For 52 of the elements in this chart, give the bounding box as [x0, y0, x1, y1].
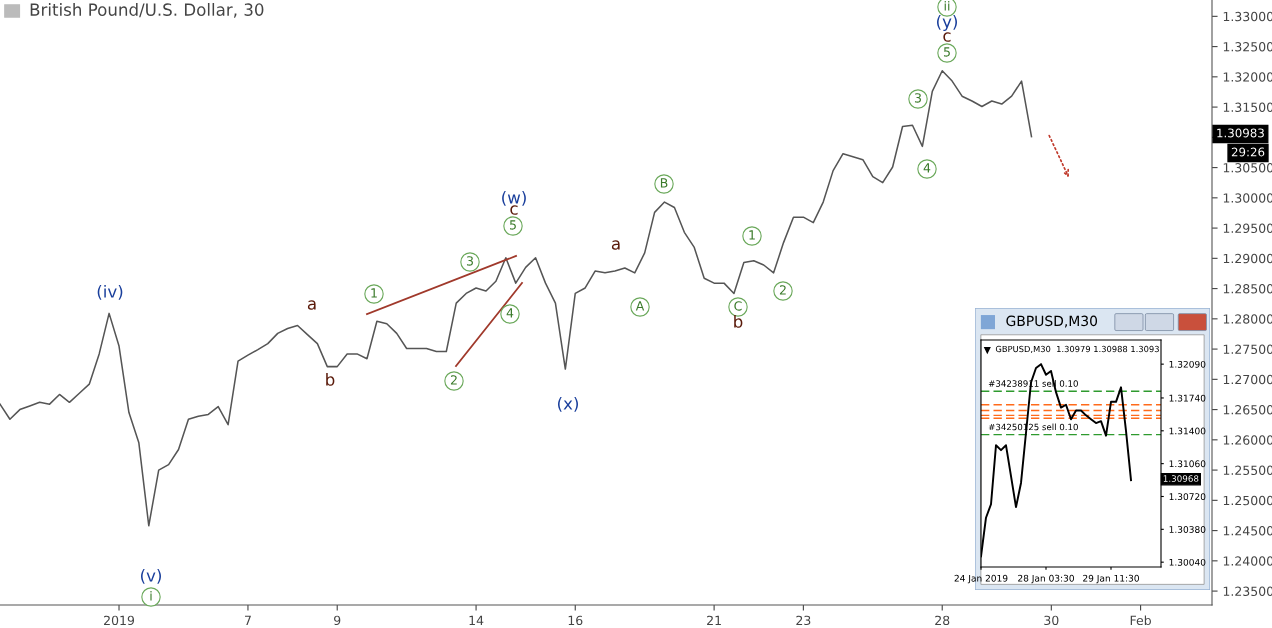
y-tick-label: 1.31400 [1169, 427, 1206, 435]
x-tick-label: 21 [707, 615, 721, 625]
x-tick-label: 28 [935, 615, 950, 626]
annotation: A [635, 301, 645, 311]
annotation: 2 [779, 285, 786, 295]
annotation: (y) [937, 14, 957, 32]
x-tick-label: Feb [1130, 615, 1151, 626]
annotation: 4 [506, 308, 514, 318]
annotation: 4 [923, 163, 931, 173]
x-tick-label: 23 [796, 615, 811, 626]
annotation: (w) [502, 190, 526, 206]
annotation: 3 [466, 256, 473, 266]
x-tick-label: 24 Jan 2019 [954, 574, 1008, 584]
x-tick-label: 9 [334, 615, 341, 626]
y-tick-label: 1.31060 [1169, 460, 1206, 468]
x-tick-label: 2019 [104, 615, 135, 626]
x-tick-label: 14 [469, 615, 484, 625]
annotation: 1 [371, 288, 377, 298]
annotation: 5 [509, 220, 516, 230]
text: 1.30983 [1217, 128, 1264, 138]
x-tick-label: 7 [245, 615, 251, 625]
y-tick-label: 1.30380 [1169, 526, 1206, 533]
x-tick-label: 28 Jan 03:30 [1018, 574, 1074, 584]
x-tick-label: 16 [568, 615, 583, 626]
annotation: 1 [749, 230, 755, 240]
y-tick-label: 1.30040 [1169, 558, 1206, 566]
annotation: C [734, 301, 742, 311]
annotation: (iv) [97, 284, 123, 300]
annotation: 3 [914, 93, 921, 103]
y-tick-label: 1.32090 [1169, 360, 1206, 368]
annotation: (v) [141, 568, 161, 584]
annotation: ii [944, 0, 950, 11]
annotation: c [943, 32, 951, 42]
annotation: 1.30968 [1163, 475, 1199, 482]
annotation: (x) [558, 396, 578, 412]
annotation: a [307, 300, 316, 310]
annotation: 5 [943, 47, 950, 57]
annotation: 2 [450, 375, 457, 385]
annotation: a [611, 240, 620, 250]
y-tick-label: 1.30720 [1169, 493, 1206, 501]
annotation: c [510, 205, 518, 215]
chart-title: GBPUSD,M30 [1006, 315, 1098, 328]
text: 29:26 [1231, 147, 1265, 157]
annotation: i [150, 590, 152, 601]
x-tick-label: 29 Jan 11:30 [1083, 574, 1139, 584]
x-tick-label: 30 [1044, 615, 1059, 626]
annotation: b [734, 314, 743, 328]
annotation: B [660, 178, 668, 188]
y-tick-label: 1.31740 [1169, 394, 1206, 402]
text: GBPUSD,M30 1.30979 1.30988 1.3093 [995, 345, 1159, 353]
chart-title: British Pound/U.S. Dollar, 30 [30, 3, 264, 18]
annotation: b [326, 372, 335, 386]
